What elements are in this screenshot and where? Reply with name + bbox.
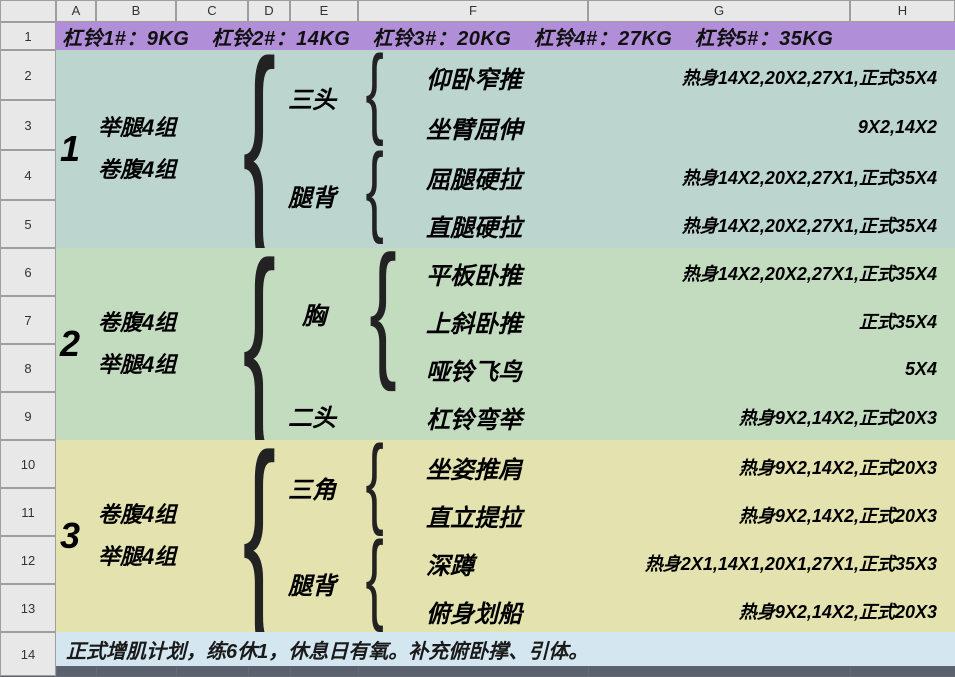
col-header-E[interactable]: E bbox=[290, 0, 358, 22]
exercise-detail: 热身14X2,20X2,27X1,正式35X4 bbox=[682, 212, 937, 238]
workout-section-1: 1举腿4组卷腹4组{三头{腿背{仰卧窄推热身14X2,20X2,27X1,正式3… bbox=[56, 50, 955, 248]
col-header-C[interactable]: C bbox=[176, 0, 248, 22]
exercise-row: 上斜卧推 正式35X4 bbox=[56, 298, 955, 344]
barbell-spec: 杠铃4#：27KG bbox=[533, 22, 672, 51]
row-header-6[interactable]: 6 bbox=[0, 248, 56, 296]
row-header-12[interactable]: 12 bbox=[0, 536, 56, 584]
exercise-name: 仰卧窄推 bbox=[426, 60, 522, 95]
exercise-detail: 9X2,14X2 bbox=[858, 117, 937, 138]
row-header-14[interactable]: 14 bbox=[0, 632, 56, 676]
exercise-name: 上斜卧推 bbox=[426, 304, 522, 339]
row-header-1[interactable]: 1 bbox=[0, 22, 56, 50]
exercise-row: 仰卧窄推 热身14X2,20X2,27X1,正式35X4 bbox=[56, 54, 955, 100]
exercise-detail: 热身9X2,14X2,正式20X3 bbox=[739, 598, 937, 624]
exercise-row: 平板卧推 热身14X2,20X2,27X1,正式35X4 bbox=[56, 250, 955, 296]
row-header-2[interactable]: 2 bbox=[0, 50, 56, 100]
exercise-name: 哑铃飞鸟 bbox=[426, 352, 522, 387]
exercise-name: 杠铃弯举 bbox=[426, 400, 522, 435]
workout-section-3: 3卷腹4组举腿4组{三角{腿背{坐姿推肩热身9X2,14X2,正式20X3直立提… bbox=[56, 440, 955, 632]
row-header-3[interactable]: 3 bbox=[0, 100, 56, 150]
exercise-detail: 热身9X2,14X2,正式20X3 bbox=[739, 454, 937, 480]
exercise-detail: 热身14X2,20X2,27X1,正式35X4 bbox=[682, 64, 937, 90]
row-header-4[interactable]: 4 bbox=[0, 150, 56, 200]
row-header-8[interactable]: 8 bbox=[0, 344, 56, 392]
row-header-11[interactable]: 11 bbox=[0, 488, 56, 536]
col-header-B[interactable]: B bbox=[96, 0, 176, 22]
exercise-detail: 热身9X2,14X2,正式20X3 bbox=[739, 502, 937, 528]
col-header-F[interactable]: F bbox=[358, 0, 588, 22]
row-header-13[interactable]: 13 bbox=[0, 584, 56, 632]
row-header-9[interactable]: 9 bbox=[0, 392, 56, 440]
exercise-row: 直腿硬拉 热身14X2,20X2,27X1,正式35X4 bbox=[56, 202, 955, 248]
exercise-name: 平板卧推 bbox=[426, 256, 522, 291]
barbell-spec: 杠铃3#：20KG bbox=[372, 22, 511, 51]
workout-section-2: 2卷腹4组举腿4组{胸{二头平板卧推热身14X2,20X2,27X1,正式35X… bbox=[56, 248, 955, 440]
exercise-detail: 热身2X1,14X1,20X1,27X1,正式35X3 bbox=[645, 550, 937, 576]
row-header-10[interactable]: 10 bbox=[0, 440, 56, 488]
exercise-row: 坐姿推肩 热身9X2,14X2,正式20X3 bbox=[56, 444, 955, 490]
exercise-name: 直立提拉 bbox=[426, 498, 522, 533]
exercise-row: 俯身划船 热身9X2,14X2,正式20X3 bbox=[56, 588, 955, 634]
col-header-G[interactable]: G bbox=[588, 0, 850, 22]
exercise-name: 俯身划船 bbox=[426, 594, 522, 629]
row-header-5[interactable]: 5 bbox=[0, 200, 56, 248]
corner-cell[interactable] bbox=[0, 0, 56, 22]
footer-note: 正式增肌计划，练6休1，休息日有氧。补充俯卧撑、引体。 bbox=[56, 632, 955, 666]
exercise-detail: 热身9X2,14X2,正式20X3 bbox=[739, 404, 937, 430]
exercise-row: 屈腿硬拉 热身14X2,20X2,27X1,正式35X4 bbox=[56, 154, 955, 200]
exercise-row: 坐臂屈伸 9X2,14X2 bbox=[56, 104, 955, 150]
spreadsheet: ABCDEFGH 1234567891011121314 杠铃1#：9KG杠铃2… bbox=[0, 0, 955, 676]
exercise-detail: 5X4 bbox=[905, 359, 937, 380]
barbell-spec: 杠铃1#：9KG bbox=[62, 22, 189, 51]
grid-area: 杠铃1#：9KG 杠铃2#：14KG 杠铃3#：20KG 杠铃4#：27KG 杠铃5#：… bbox=[56, 22, 955, 676]
exercise-row: 杠铃弯举 热身9X2,14X2,正式20X3 bbox=[56, 394, 955, 440]
col-header-H[interactable]: H bbox=[850, 0, 955, 22]
exercise-detail: 正式35X4 bbox=[859, 308, 937, 334]
exercise-name: 坐姿推肩 bbox=[426, 450, 522, 485]
exercise-row: 哑铃飞鸟 5X4 bbox=[56, 346, 955, 392]
row-header-7[interactable]: 7 bbox=[0, 296, 56, 344]
footer-text: 正式增肌计划，练6休1，休息日有氧。补充俯卧撑、引体。 bbox=[66, 635, 588, 664]
barbell-header: 杠铃1#：9KG 杠铃2#：14KG 杠铃3#：20KG 杠铃4#：27KG 杠铃5#：… bbox=[56, 22, 955, 50]
exercise-name: 直腿硬拉 bbox=[426, 208, 522, 243]
exercise-row: 深蹲 热身2X1,14X1,20X1,27X1,正式35X3 bbox=[56, 540, 955, 586]
barbell-spec: 杠铃5#：35KG bbox=[694, 22, 833, 51]
exercise-name: 坐臂屈伸 bbox=[426, 110, 522, 145]
exercise-detail: 热身14X2,20X2,27X1,正式35X4 bbox=[682, 164, 937, 190]
col-header-A[interactable]: A bbox=[56, 0, 96, 22]
barbell-spec: 杠铃2#：14KG bbox=[211, 22, 350, 51]
exercise-name: 深蹲 bbox=[426, 546, 474, 581]
exercise-name: 屈腿硬拉 bbox=[426, 160, 522, 195]
exercise-detail: 热身14X2,20X2,27X1,正式35X4 bbox=[682, 260, 937, 286]
exercise-row: 直立提拉 热身9X2,14X2,正式20X3 bbox=[56, 492, 955, 538]
